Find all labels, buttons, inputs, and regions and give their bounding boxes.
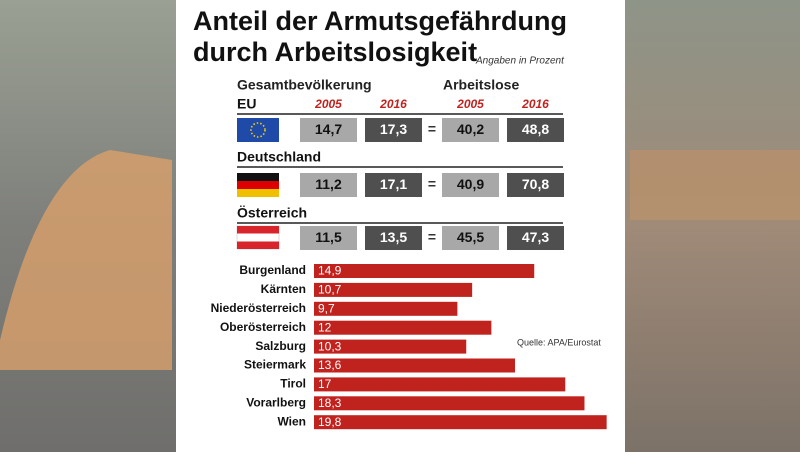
cell-box bbox=[365, 226, 422, 250]
category-label: Oberösterreich bbox=[220, 320, 306, 334]
category-label: Steiermark bbox=[244, 358, 306, 372]
cell-box bbox=[365, 118, 422, 142]
cell-value: 17,3 bbox=[380, 121, 407, 137]
value-label: 13,6 bbox=[318, 358, 342, 372]
cell-box bbox=[300, 226, 357, 250]
cell-value: 17,1 bbox=[380, 176, 407, 192]
bar bbox=[314, 264, 535, 278]
source: Quelle: APA/Eurostat bbox=[517, 337, 601, 347]
bar bbox=[314, 415, 607, 430]
cell-value: 11,5 bbox=[315, 229, 342, 245]
cell-value: 48,8 bbox=[522, 121, 549, 137]
cell-value: 13,5 bbox=[380, 229, 407, 245]
cell-value: 45,5 bbox=[457, 229, 484, 245]
value-label: 12 bbox=[318, 320, 332, 334]
cell-value: 11,2 bbox=[315, 176, 342, 192]
flag-eu bbox=[237, 118, 279, 142]
year-header: 2005 bbox=[456, 97, 484, 111]
cell-box bbox=[300, 173, 357, 197]
bar bbox=[314, 339, 467, 354]
bar bbox=[314, 282, 473, 297]
cell-box bbox=[300, 118, 357, 142]
photo-right bbox=[625, 0, 800, 452]
flag-at bbox=[236, 225, 280, 250]
cell-box bbox=[442, 226, 499, 250]
cell-box bbox=[365, 173, 422, 197]
group-header: Arbeitslose bbox=[443, 77, 519, 93]
equals-sign: = bbox=[428, 176, 436, 192]
title: durch Arbeitslosigkeit bbox=[193, 37, 477, 67]
category-label: Niederösterreich bbox=[211, 301, 306, 315]
equals-sign: = bbox=[428, 229, 436, 245]
category-label: Tirol bbox=[280, 377, 306, 391]
category-label: Vorarlberg bbox=[246, 395, 306, 409]
value-label: 19,8 bbox=[318, 415, 342, 429]
value-label: 10,3 bbox=[318, 339, 342, 353]
cell-box bbox=[507, 173, 564, 197]
bar bbox=[314, 377, 566, 392]
bar bbox=[314, 301, 458, 316]
year-header: 2016 bbox=[521, 97, 549, 111]
cell-box bbox=[507, 226, 564, 250]
bar bbox=[314, 358, 516, 373]
bar bbox=[314, 396, 585, 411]
row-label: Österreich bbox=[237, 205, 307, 221]
value-label: 17 bbox=[318, 377, 332, 391]
cell-value: 40,9 bbox=[457, 176, 484, 192]
category-label: Wien bbox=[277, 414, 306, 428]
equals-sign: = bbox=[428, 121, 436, 137]
year-header: 2005 bbox=[314, 97, 342, 111]
cell-value: 47,3 bbox=[522, 229, 549, 245]
cell-box bbox=[442, 118, 499, 142]
cell-box bbox=[507, 118, 564, 142]
bar bbox=[314, 320, 492, 335]
category-label: Burgenland bbox=[239, 263, 306, 277]
flag-de bbox=[237, 173, 279, 197]
year-header: 2016 bbox=[379, 97, 407, 111]
category-label: Salzburg bbox=[255, 339, 306, 353]
subtitle: Angaben in Prozent bbox=[475, 56, 565, 67]
row-label: Deutschland bbox=[237, 149, 321, 165]
cell-value: 40,2 bbox=[457, 121, 484, 137]
row-label: EU bbox=[237, 96, 256, 112]
cell-value: 14,7 bbox=[315, 121, 342, 137]
title: Anteil der Armutsgefährdung bbox=[193, 6, 567, 36]
group-header: Gesamtbevölkerung bbox=[237, 77, 372, 93]
cell-value: 70,8 bbox=[522, 176, 549, 192]
photo-bench bbox=[630, 150, 800, 220]
cell-box bbox=[442, 173, 499, 197]
value-label: 9,7 bbox=[318, 301, 335, 315]
category-label: Kärnten bbox=[261, 282, 306, 296]
value-label: 14,9 bbox=[318, 264, 342, 278]
value-label: 10,7 bbox=[318, 283, 342, 297]
photo-blanket bbox=[0, 150, 172, 370]
value-label: 18,3 bbox=[318, 396, 342, 410]
